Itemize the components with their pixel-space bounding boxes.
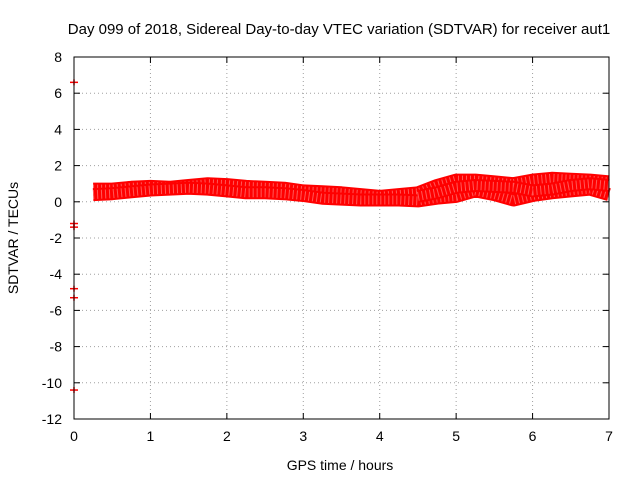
- series-line-2: [92, 181, 611, 208]
- x-tick-label: 0: [70, 428, 78, 444]
- x-tick-label: 3: [299, 428, 307, 444]
- y-axis: -12 -10 -8 -6 -4 -2 0 2 4 6 8: [42, 49, 609, 427]
- y-axis-title: SDTVAR / TECUs: [5, 182, 21, 294]
- x-tick-label: 4: [376, 428, 384, 444]
- y-tick-label: -10: [42, 375, 62, 391]
- y-tick-label: 6: [54, 85, 62, 101]
- series-hatch-3: [417, 179, 610, 201]
- x-axis-title: GPS time / hours: [287, 457, 394, 473]
- x-tick-label: 2: [223, 428, 231, 444]
- x-axis: 0 1 2 3 4 5 6 7: [70, 57, 613, 444]
- x-tick-label: 6: [529, 428, 537, 444]
- x-tick-label: 1: [147, 428, 155, 444]
- y-tick-label: -4: [50, 266, 63, 282]
- series-layer: [92, 171, 611, 208]
- y-tick-label: -6: [50, 302, 63, 318]
- y-tick-label: -8: [50, 339, 63, 355]
- y-tick-label: 4: [54, 121, 62, 137]
- y-tick-label: -12: [42, 411, 62, 427]
- y-tick-label: 2: [54, 158, 62, 174]
- x-tick-label: 5: [452, 428, 460, 444]
- grid: [74, 57, 609, 419]
- series-line-3: [416, 177, 610, 203]
- x-tick-label: 7: [605, 428, 613, 444]
- chart-title: Day 099 of 2018, Sidereal Day-to-day VTE…: [68, 21, 610, 38]
- y-tick-label: 0: [54, 194, 62, 210]
- y-tick-label: -2: [50, 230, 63, 246]
- y-tick-label: 8: [54, 49, 62, 65]
